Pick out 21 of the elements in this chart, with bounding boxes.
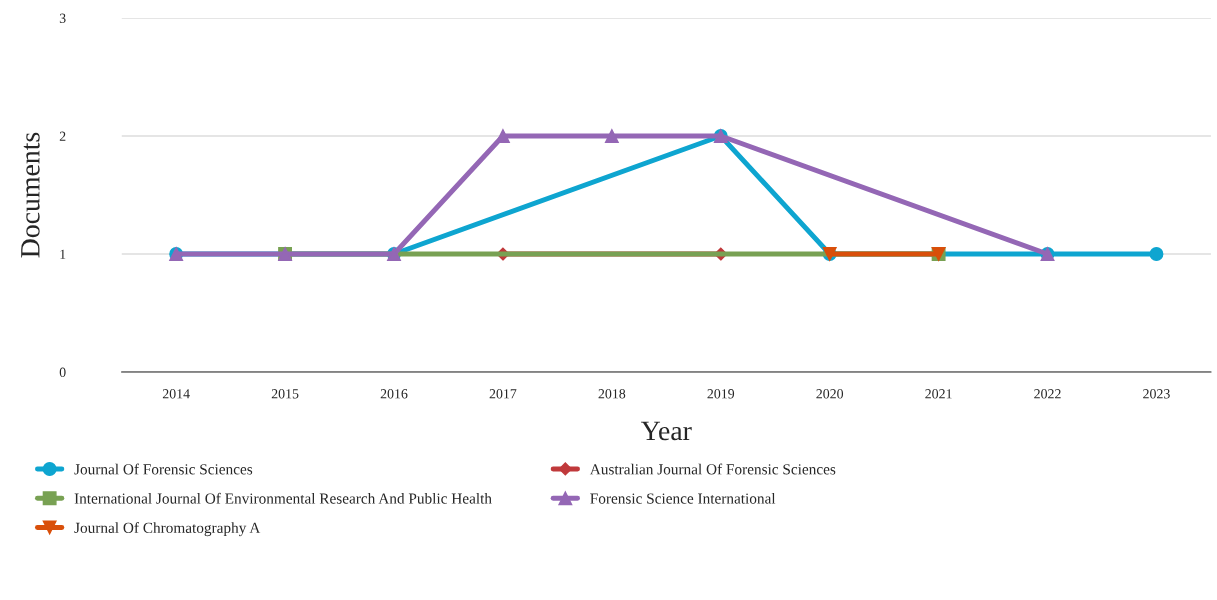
x-tick-label: 2019 (707, 389, 735, 399)
legend-label: Australian Journal Of Forensic Sciences (589, 463, 836, 475)
x-tick-label: 2017 (489, 389, 517, 399)
x-tick-label: 2015 (271, 389, 299, 399)
x-tick-label: 2023 (1143, 389, 1170, 399)
legend-label: Forensic Science International (590, 492, 776, 504)
x-tick-label: 2022 (1034, 389, 1061, 399)
legend-label: Journal Of Forensic Sciences (74, 463, 253, 475)
legend-label: Journal Of Chromatography A (74, 522, 261, 537)
y-tick-label: 0 (59, 367, 66, 377)
x-axis-title: Year (641, 421, 692, 441)
x-tick-label: 2020 (816, 389, 844, 399)
x-tick-label: 2021 (925, 389, 952, 399)
x-tick-label: 2016 (380, 389, 408, 399)
x-tick-label: 2014 (162, 389, 190, 399)
legend-label: International Journal Of Environmental Research And Public Health (74, 492, 492, 504)
y-tick-label: 2 (59, 131, 66, 141)
x-tick-label: 2018 (598, 389, 626, 399)
y-tick-label: 1 (60, 249, 66, 259)
y-axis-title: Documents (21, 132, 40, 258)
y-tick-label: 3 (59, 13, 66, 23)
